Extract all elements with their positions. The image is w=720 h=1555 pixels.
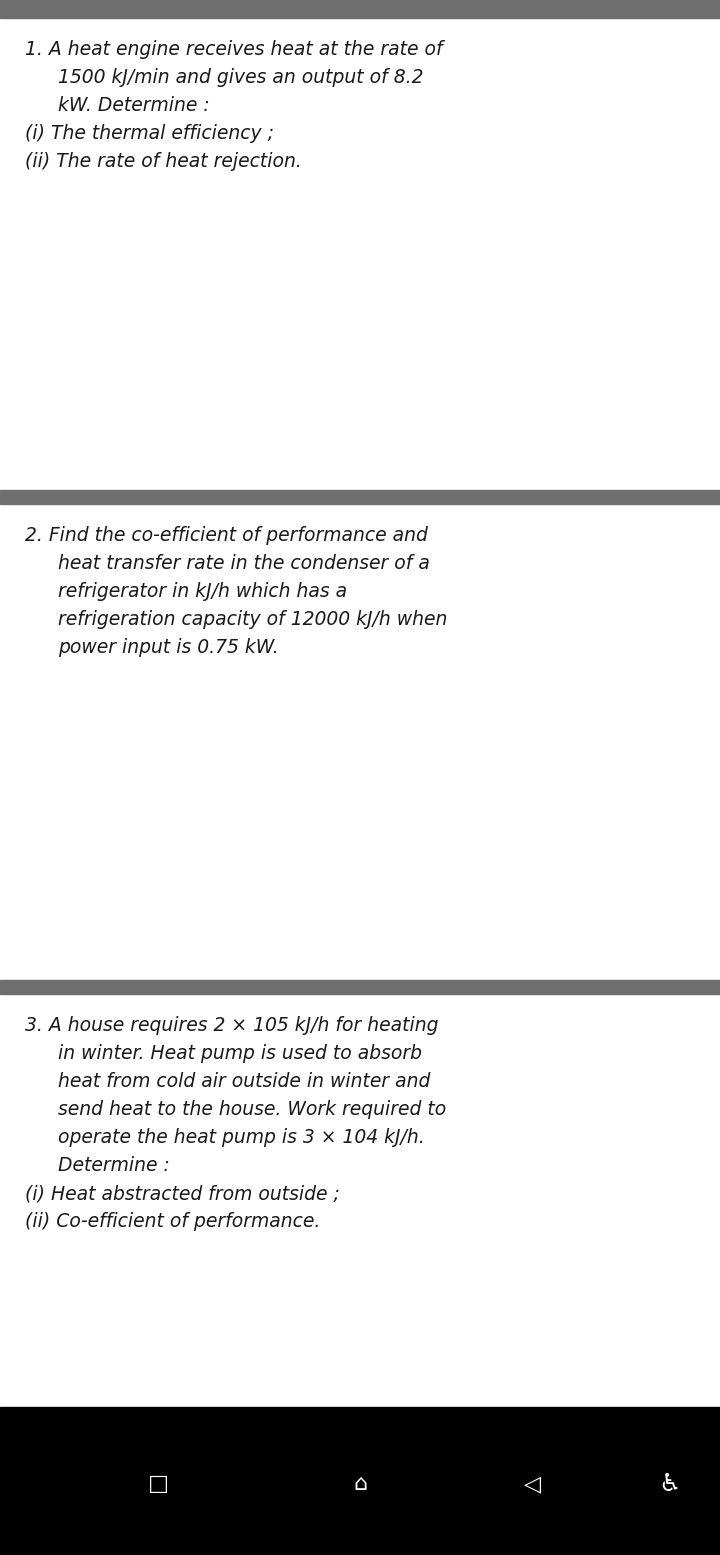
- Text: 1. A heat engine receives heat at the rate of: 1. A heat engine receives heat at the ra…: [25, 40, 443, 59]
- Text: heat transfer rate in the condenser of a: heat transfer rate in the condenser of a: [58, 554, 430, 572]
- Text: 2. Find the co-efficient of performance and: 2. Find the co-efficient of performance …: [25, 526, 428, 544]
- Bar: [0, 1407, 720, 1555]
- Text: (ii) The rate of heat rejection.: (ii) The rate of heat rejection.: [25, 152, 302, 171]
- Text: send heat to the house. Work required to: send heat to the house. Work required to: [58, 1099, 446, 1120]
- Text: ◁: ◁: [524, 1474, 541, 1494]
- Text: 1500 kJ/min and gives an output of 8.2: 1500 kJ/min and gives an output of 8.2: [58, 68, 423, 87]
- Text: 3. A house requires 2 × 105 kJ/h for heating: 3. A house requires 2 × 105 kJ/h for hea…: [25, 1015, 438, 1036]
- Text: (i) Heat abstracted from outside ;: (i) Heat abstracted from outside ;: [25, 1183, 340, 1204]
- Text: (i) The thermal efficiency ;: (i) The thermal efficiency ;: [25, 124, 274, 143]
- Text: heat from cold air outside in winter and: heat from cold air outside in winter and: [58, 1071, 431, 1092]
- Text: refrigeration capacity of 12000 kJ/h when: refrigeration capacity of 12000 kJ/h whe…: [58, 610, 447, 630]
- Text: (ii) Co-efficient of performance.: (ii) Co-efficient of performance.: [25, 1211, 320, 1232]
- Text: ⌂: ⌂: [353, 1474, 367, 1494]
- Text: power input is 0.75 kW.: power input is 0.75 kW.: [58, 638, 279, 658]
- Bar: [0, 980, 720, 994]
- Text: refrigerator in kJ/h which has a: refrigerator in kJ/h which has a: [58, 582, 347, 600]
- Text: Determine :: Determine :: [58, 1155, 170, 1176]
- Text: kW. Determine :: kW. Determine :: [58, 96, 210, 115]
- Text: in winter. Heat pump is used to absorb: in winter. Heat pump is used to absorb: [58, 1043, 422, 1064]
- Text: ♿: ♿: [658, 1473, 681, 1496]
- Text: operate the heat pump is 3 × 104 kJ/h.: operate the heat pump is 3 × 104 kJ/h.: [58, 1127, 425, 1148]
- Bar: [0, 0, 720, 19]
- Bar: [0, 490, 720, 504]
- Text: □: □: [148, 1474, 169, 1494]
